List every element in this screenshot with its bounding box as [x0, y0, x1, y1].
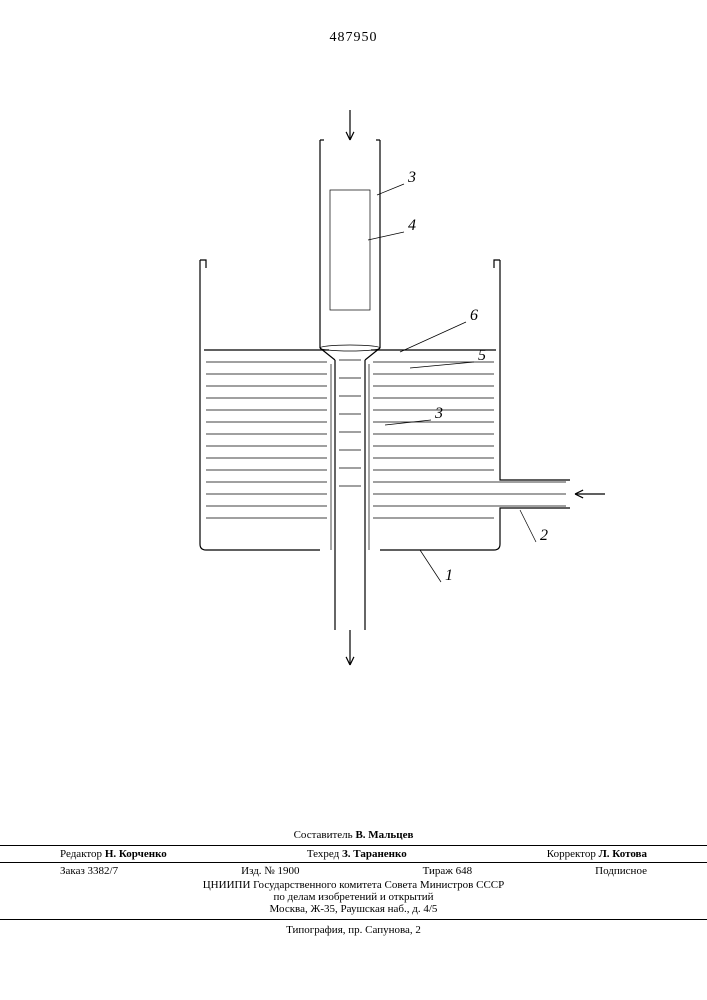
compiler-label: Составитель: [294, 829, 353, 841]
credits-row: Редактор Н. Корченко Техред З. Тараненко…: [0, 845, 707, 862]
svg-text:4: 4: [408, 217, 416, 234]
org-line-2: по делам изобретений и открытий: [60, 891, 647, 903]
corrector-label: Корректор: [547, 848, 596, 860]
print-info-row: Заказ 3382/7 Изд. № 1900 Тираж 648 Подпи…: [0, 862, 707, 879]
svg-text:3: 3: [434, 405, 443, 422]
typography: Типография, пр. Сапунова, 2: [286, 924, 421, 936]
svg-text:6: 6: [470, 307, 478, 324]
techred-name: З. Тараненко: [342, 848, 407, 860]
svg-text:5: 5: [478, 347, 486, 364]
edition-number: Изд. № 1900: [241, 865, 299, 877]
svg-text:3: 3: [407, 169, 416, 186]
editor-label: Редактор: [60, 848, 102, 860]
editor-name: Н. Корченко: [105, 848, 167, 860]
subscription: Подписное: [595, 865, 647, 877]
svg-text:1: 1: [445, 567, 453, 584]
corrector-name: Л. Котова: [599, 848, 647, 860]
typography-row: Типография, пр. Сапунова, 2: [0, 919, 707, 940]
svg-text:2: 2: [540, 527, 548, 544]
compiler-row: Составитель В. Мальцев: [0, 825, 707, 845]
technical-diagram: 3 4 6 5 3 2 1: [0, 0, 707, 800]
org-line-3: Москва, Ж-35, Раушская наб., д. 4/5: [60, 903, 647, 915]
footer-block: Составитель В. Мальцев Редактор Н. Корче…: [0, 825, 707, 940]
print-run: Тираж 648: [423, 865, 473, 877]
org-line-1: ЦНИИПИ Государственного комитета Совета …: [60, 879, 647, 891]
compiler-name: В. Мальцев: [355, 829, 413, 841]
org-block: ЦНИИПИ Государственного комитета Совета …: [0, 879, 707, 919]
order-number: Заказ 3382/7: [60, 865, 118, 877]
page: 487950 3465321 Составитель В. Мальцев Ре…: [0, 0, 707, 1000]
techred-label: Техред: [307, 848, 339, 860]
